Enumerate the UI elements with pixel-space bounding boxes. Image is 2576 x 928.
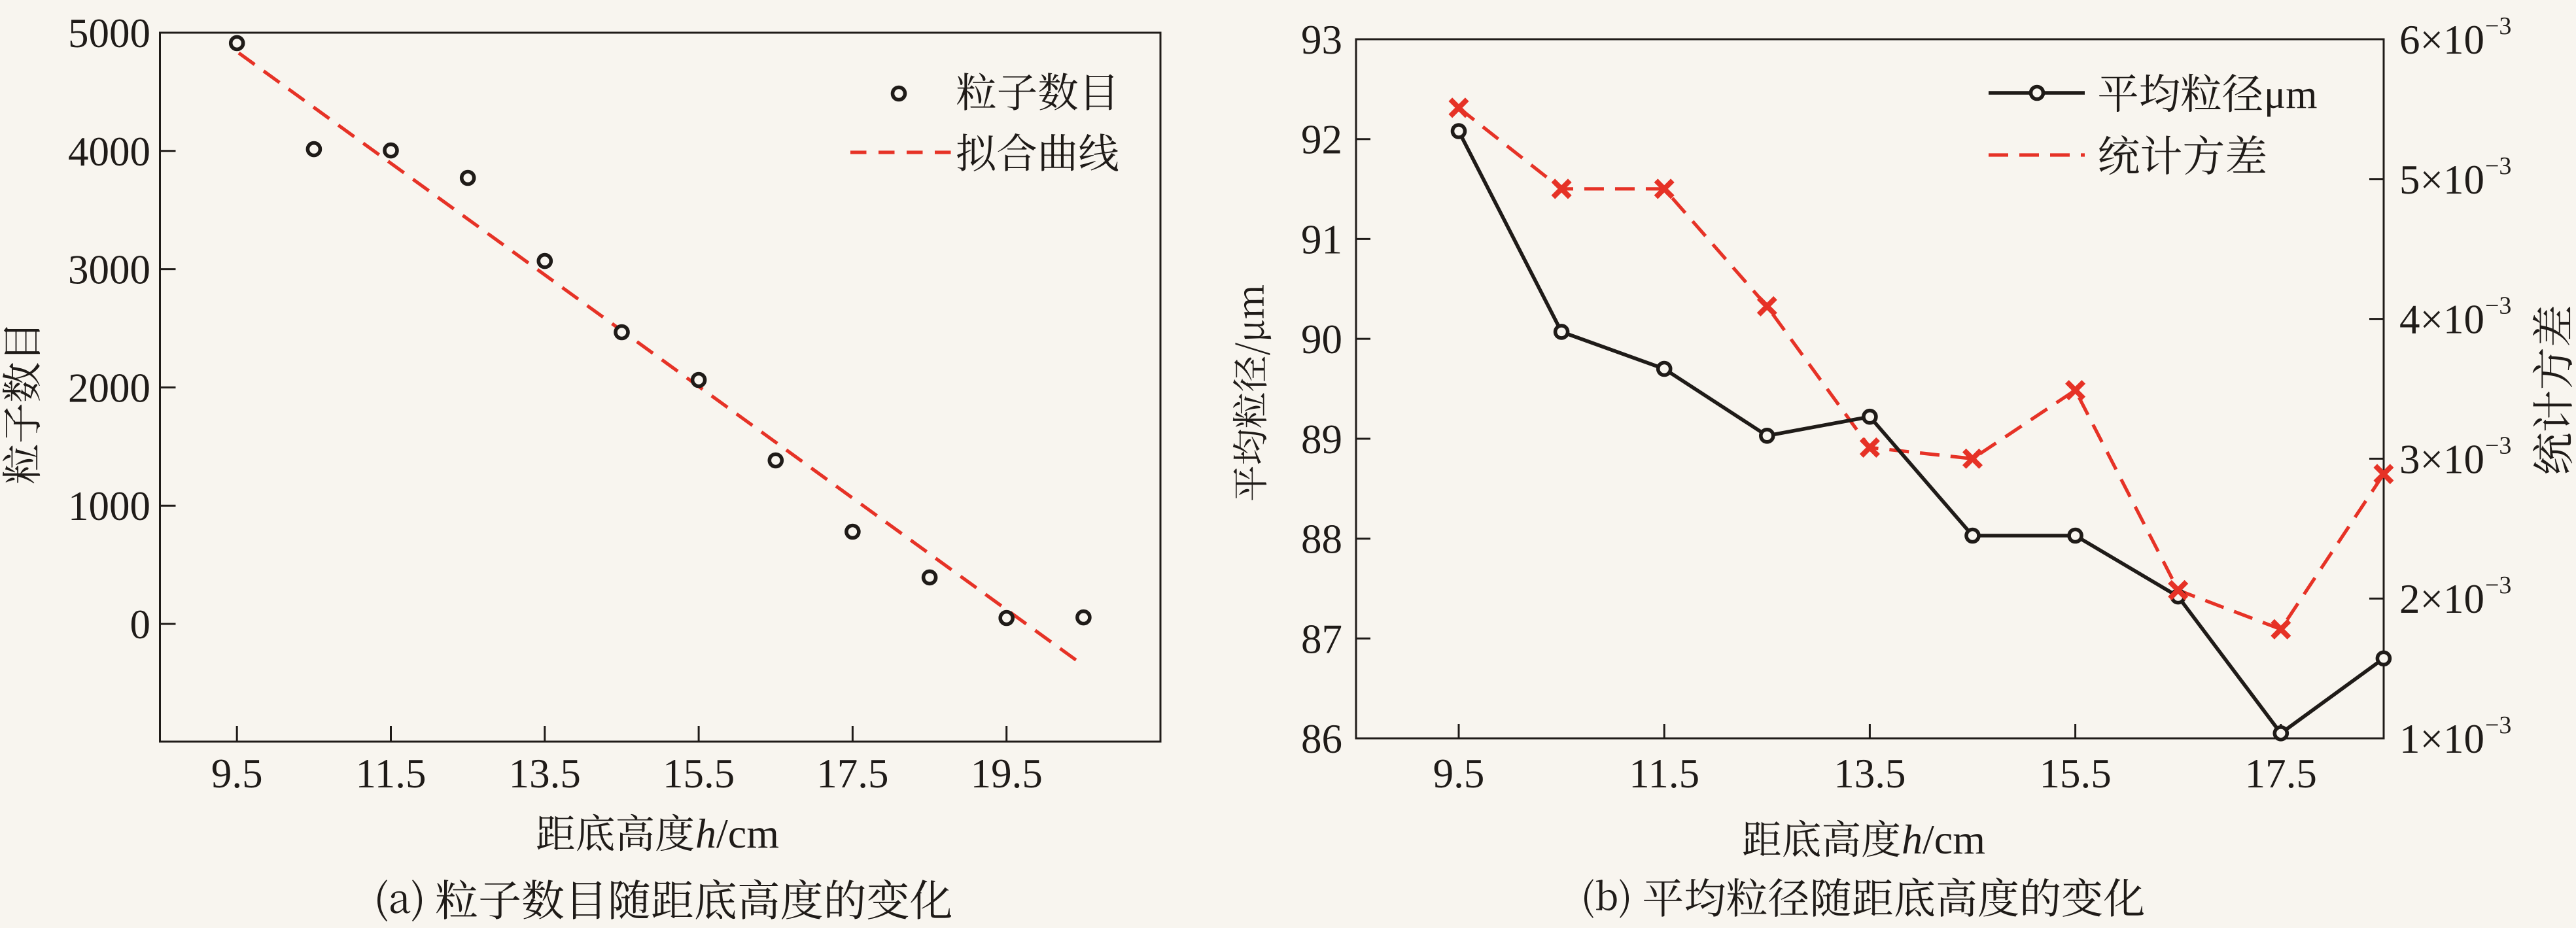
svg-text:3000: 3000 — [68, 247, 150, 293]
svg-text:3×10: 3×10 — [2399, 436, 2484, 482]
svg-text:−3: −3 — [2485, 712, 2511, 739]
svg-text:0: 0 — [130, 602, 151, 647]
svg-text:15.5: 15.5 — [2039, 751, 2111, 797]
svg-text:6×10: 6×10 — [2399, 17, 2484, 63]
svg-text:9.5: 9.5 — [1433, 751, 1485, 797]
svg-text:5000: 5000 — [68, 10, 150, 56]
svg-text:−3: −3 — [2485, 572, 2511, 599]
svg-text:−3: −3 — [2485, 12, 2511, 40]
svg-text:90: 90 — [1301, 317, 1342, 362]
svg-text:88: 88 — [1301, 517, 1342, 562]
svg-text:1000: 1000 — [68, 483, 150, 529]
svg-text:−3: −3 — [2485, 292, 2511, 320]
svg-text:h/cm: h/cm — [695, 810, 779, 857]
svg-text:11.5: 11.5 — [1629, 751, 1699, 797]
svg-text:89: 89 — [1301, 417, 1342, 462]
svg-text:91: 91 — [1301, 216, 1342, 262]
svg-text:4×10: 4×10 — [2399, 297, 2484, 343]
svg-text:15.5: 15.5 — [663, 751, 735, 797]
svg-text:−3: −3 — [2485, 152, 2511, 180]
svg-text:5×10: 5×10 — [2399, 157, 2484, 203]
svg-text:1×10: 1×10 — [2399, 716, 2484, 762]
svg-text:86: 86 — [1301, 716, 1342, 762]
svg-text:93: 93 — [1301, 17, 1342, 63]
svg-text:2000: 2000 — [68, 365, 150, 411]
svg-text:19.5: 19.5 — [971, 751, 1043, 797]
svg-text:92: 92 — [1301, 117, 1342, 163]
svg-text:2×10: 2×10 — [2399, 576, 2484, 622]
svg-text:11.5: 11.5 — [356, 751, 426, 797]
svg-text:87: 87 — [1301, 616, 1342, 662]
svg-text:13.5: 13.5 — [1834, 751, 1906, 797]
svg-text:17.5: 17.5 — [2245, 751, 2317, 797]
svg-text:17.5: 17.5 — [816, 751, 888, 797]
svg-text:4000: 4000 — [68, 129, 150, 175]
svg-text:−3: −3 — [2485, 432, 2511, 459]
svg-text:μm: μm — [2264, 73, 2317, 117]
svg-text:h/cm: h/cm — [1902, 816, 1985, 863]
svg-text:13.5: 13.5 — [509, 751, 581, 797]
svg-text:9.5: 9.5 — [211, 751, 263, 797]
